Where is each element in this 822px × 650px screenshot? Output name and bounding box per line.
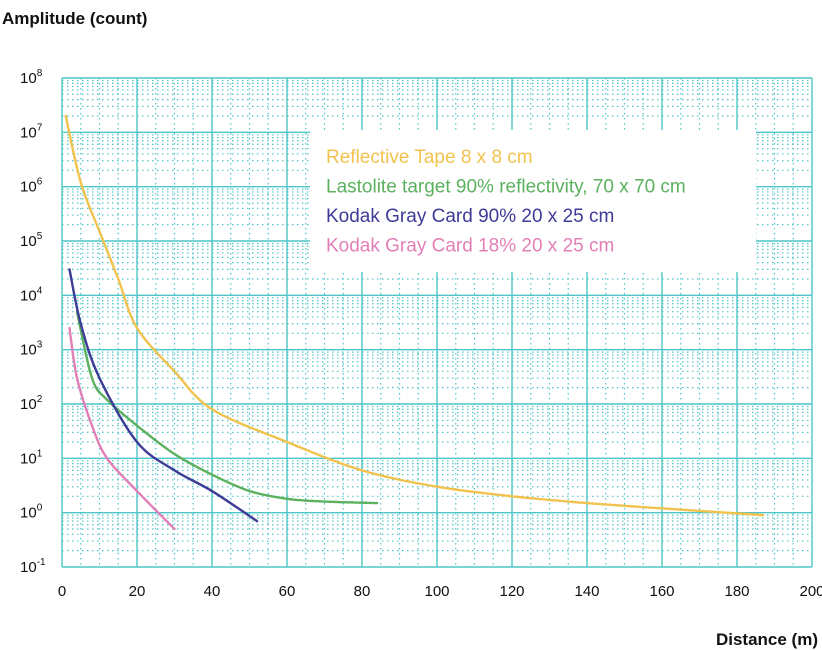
x-tick-label: 60 [279, 583, 296, 600]
legend-entry-4: Kodak Gray Card 18% 20 x 25 cm [326, 236, 614, 257]
x-tick-label: 140 [574, 583, 599, 600]
x-tick-label: 0 [58, 583, 66, 600]
legend-entry-2: Lastolite target 90% reflectivity, 70 x … [326, 177, 686, 198]
legend: Reflective Tape 8 x 8 cm Lastolite target… [310, 130, 756, 272]
y-tick-label: 102 [20, 394, 43, 413]
y-tick-label: 103 [20, 340, 43, 359]
y-tick-label: 106 [20, 177, 43, 196]
y-tick-label: 101 [20, 448, 43, 467]
x-tick-label: 40 [204, 583, 221, 600]
series-line-3 [68, 268, 259, 523]
axis-ticks: 0 20 40 60 80 100 120 140 160 180 200 108 107 106 105 1… [20, 68, 822, 600]
y-tick-label: 105 [20, 231, 43, 250]
x-tick-label: 120 [499, 583, 524, 600]
y-tick-label: 10-1 [20, 557, 46, 576]
y-tick-label: 104 [20, 285, 43, 304]
legend-entry-1: Reflective Tape 8 x 8 cm [326, 147, 533, 168]
y-tick-label: 108 [20, 68, 43, 87]
series-line-4 [68, 326, 176, 531]
x-tick-label: 100 [424, 583, 449, 600]
x-tick-label: 160 [649, 583, 674, 600]
y-axis-title: Amplitude (count) [2, 9, 147, 28]
x-tick-label: 180 [724, 583, 749, 600]
y-tick-label: 100 [20, 503, 43, 522]
series-line-1 [64, 114, 765, 517]
x-axis-title: Distance (m) [716, 630, 818, 649]
x-tick-label: 80 [354, 583, 371, 600]
series-line-2 [75, 310, 379, 505]
x-tick-label: 20 [129, 583, 146, 600]
legend-entry-3: Kodak Gray Card 90% 20 x 25 cm [326, 206, 614, 227]
legend-box [310, 130, 756, 272]
y-tick-label: 107 [20, 122, 43, 141]
x-tick-label: 200 [799, 583, 822, 600]
series-lines [64, 114, 765, 531]
